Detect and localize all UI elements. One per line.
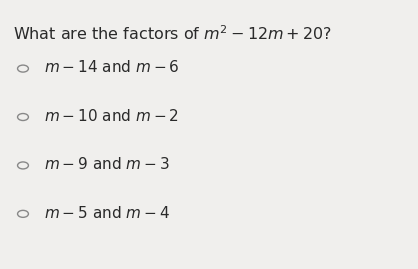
Text: $m-14$ and $m-6$: $m-14$ and $m-6$ (44, 59, 180, 75)
Text: $m-5$ and $m-4$: $m-5$ and $m-4$ (44, 205, 170, 221)
Text: What are the factors of $m^2-12m+20$?: What are the factors of $m^2-12m+20$? (13, 24, 331, 43)
Text: $m-10$ and $m-2$: $m-10$ and $m-2$ (44, 108, 179, 124)
Text: $m-9$ and $m-3$: $m-9$ and $m-3$ (44, 156, 170, 172)
